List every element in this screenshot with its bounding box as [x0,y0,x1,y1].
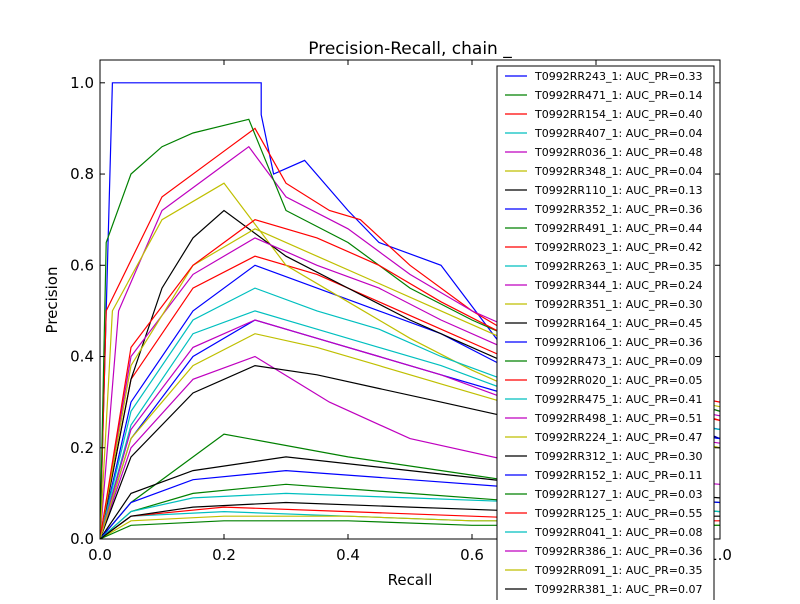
legend-entry: T0992RR091_1: AUC_PR=0.35 [534,564,702,577]
y-tick-label: 0.2 [70,439,94,457]
y-tick-label: 0.8 [70,165,94,183]
legend-entry: T0992RR471_1: AUC_PR=0.14 [534,89,702,102]
legend-entry: T0992RR224_1: AUC_PR=0.47 [534,431,702,444]
legend-entry: T0992RR154_1: AUC_PR=0.40 [534,108,702,121]
legend-entry: T0992RR491_1: AUC_PR=0.44 [534,222,702,235]
plot-frame [99,59,721,540]
y-tick-label: 1.0 [70,74,94,92]
x-tick-label: 0.4 [336,546,360,564]
legend-entry: T0992RR036_1: AUC_PR=0.48 [534,146,702,159]
x-tick-label: 0.6 [460,546,484,564]
legend-entry: T0992RR152_1: AUC_PR=0.11 [534,469,702,482]
legend-entry: T0992RR023_1: AUC_PR=0.42 [534,241,702,254]
legend-entry: T0992RR344_1: AUC_PR=0.24 [534,279,702,292]
x-axis-label: Recall [388,571,433,589]
legend-entry: T0992RR348_1: AUC_PR=0.04 [534,165,702,178]
legend-entry: T0992RR041_1: AUC_PR=0.08 [534,526,702,539]
legend-entry: T0992RR312_1: AUC_PR=0.30 [534,450,702,463]
legend-entry: T0992RR020_1: AUC_PR=0.05 [534,374,702,387]
legend-entry: T0992RR127_1: AUC_PR=0.03 [534,488,702,501]
legend-entry: T0992RR473_1: AUC_PR=0.09 [534,355,702,368]
legend-box [496,65,715,604]
legend-entry: T0992RR351_1: AUC_PR=0.30 [534,298,702,311]
legend-entry: T0992RR263_1: AUC_PR=0.35 [534,260,702,273]
x-tick-label: 0.0 [88,546,112,564]
legend-entry: T0992RR125_1: AUC_PR=0.55 [534,507,702,520]
legend-entry: T0992RR110_1: AUC_PR=0.13 [534,184,702,197]
y-axis-label: Precision [43,267,61,334]
x-tick-label: 0.2 [212,546,236,564]
legend-entry: T0992RR106_1: AUC_PR=0.36 [534,336,702,349]
legend-entry: T0992RR498_1: AUC_PR=0.51 [534,412,702,425]
legend-entry: T0992RR475_1: AUC_PR=0.41 [534,393,702,406]
legend-entry: T0992RR407_1: AUC_PR=0.04 [534,127,702,140]
y-tick-label: 0.0 [70,530,94,548]
legend-entry: T0992RR352_1: AUC_PR=0.36 [534,203,702,216]
legend-entry: T0992RR243_1: AUC_PR=0.33 [534,70,702,83]
y-tick-label: 0.4 [70,348,94,366]
chart-title: Precision-Recall, chain _ [308,39,512,59]
legend-entry: T0992RR381_1: AUC_PR=0.07 [534,583,702,596]
legend: T0992RR243_1: AUC_PR=0.33 T0992RR471_1: A… [496,65,715,604]
legend-entry: T0992RR164_1: AUC_PR=0.45 [534,317,702,330]
y-tick-label: 0.6 [70,256,94,274]
legend-entry: T0992RR386_1: AUC_PR=0.36 [534,545,702,558]
